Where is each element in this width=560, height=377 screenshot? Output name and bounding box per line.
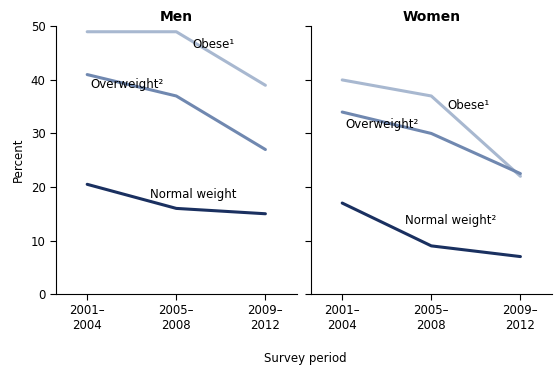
Text: Overweight²: Overweight² (91, 78, 164, 91)
Title: Women: Women (402, 10, 460, 24)
Y-axis label: Percent: Percent (12, 138, 25, 182)
Text: Obese¹: Obese¹ (192, 38, 235, 51)
Text: Normal weight: Normal weight (150, 188, 236, 201)
Text: Overweight²: Overweight² (346, 118, 419, 131)
Text: Survey period: Survey period (264, 352, 347, 365)
Text: Normal weight²: Normal weight² (404, 215, 496, 227)
Text: Obese¹: Obese¹ (447, 100, 489, 112)
Title: Men: Men (160, 10, 193, 24)
